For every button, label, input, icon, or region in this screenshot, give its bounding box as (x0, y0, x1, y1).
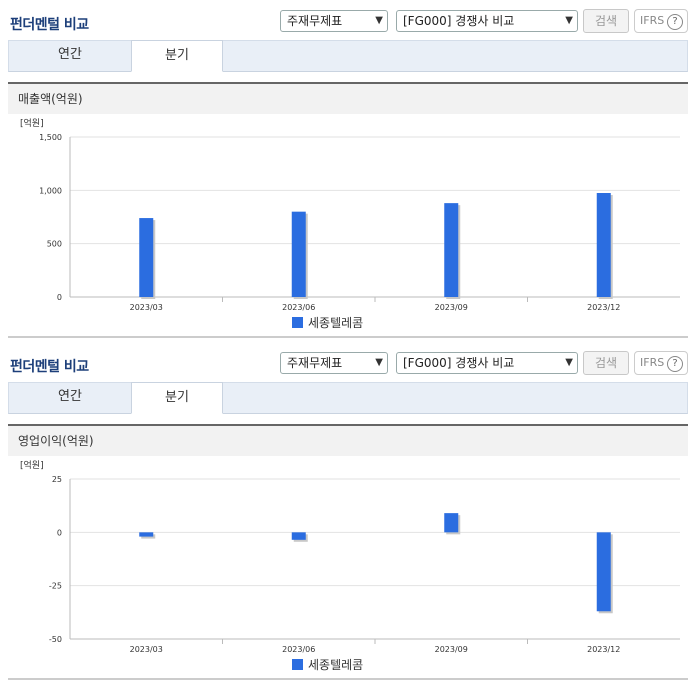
period-tabs: 연간 분기 (8, 40, 688, 72)
y-tick-label: -25 (49, 582, 62, 591)
bar (596, 193, 611, 297)
panel-header: 펀더멘털 비교 주재무제표 ▼ [FG000] 경쟁사 비교 ▼ 검색 IFRS… (0, 0, 696, 36)
statement-select-value: 주재무제표 (287, 14, 343, 28)
panel-divider (8, 336, 688, 338)
y-tick-label: -50 (49, 635, 62, 644)
bar (291, 211, 306, 297)
y-tick-label: 500 (47, 240, 62, 249)
bar (291, 532, 306, 540)
chevron-down-icon: ▼ (565, 15, 573, 26)
x-tick-label: 2023/06 (282, 303, 315, 312)
ifrs-button[interactable]: IFRS ? (634, 9, 688, 33)
period-tabs: 연간 분기 (8, 382, 688, 414)
statement-select[interactable]: 주재무제표 ▼ (280, 10, 388, 32)
panel-header: 펀더멘털 비교 주재무제표 ▼ [FG000] 경쟁사 비교 ▼ 검색 IFRS… (0, 342, 696, 378)
tab-annual[interactable]: 연간 (58, 389, 82, 404)
search-button[interactable]: 검색 (583, 9, 629, 33)
ifrs-label: IFRS (640, 356, 665, 369)
ifrs-button[interactable]: IFRS ? (634, 351, 688, 375)
statement-select[interactable]: 주재무제표 ▼ (280, 352, 388, 374)
tab-annual[interactable]: 연간 (58, 47, 82, 62)
y-tick-label: 1,000 (39, 186, 62, 195)
x-tick-label: 2023/09 (435, 645, 468, 654)
x-tick-label: 2023/03 (130, 645, 163, 654)
fundamental-panel-2: 펀더멘털 비교 주재무제표 ▼ [FG000] 경쟁사 비교 ▼ 검색 IFRS… (0, 342, 696, 456)
chevron-down-icon: ▼ (565, 357, 573, 368)
section-label: 영업이익(억원) (8, 424, 688, 456)
bar (444, 513, 459, 533)
operating-profit-chart: [억원] 25 0 -25 -50 2023/03 2023/06 2023/09 2023/1… (20, 459, 680, 654)
chevron-down-icon: ▼ (375, 357, 383, 368)
y-tick-label: 25 (52, 475, 62, 484)
legend-label: 세종텔레콤 (308, 658, 364, 672)
x-tick-label: 2023/03 (130, 303, 163, 312)
chevron-down-icon: ▼ (375, 15, 383, 26)
unit-label: [억원] (20, 459, 44, 471)
search-button[interactable]: 검색 (583, 351, 629, 375)
revenue-chart: [억원] 1,500 1,000 500 0 2023/03 2023/06 2023/09 2… (20, 117, 680, 312)
compare-select-value: [FG000] 경쟁사 비교 (403, 14, 515, 28)
bar (596, 532, 611, 612)
tab-quarterly[interactable]: 분기 (131, 40, 223, 72)
bar (444, 203, 459, 297)
y-tick-label: 0 (57, 528, 62, 537)
section-label: 매출액(억원) (8, 82, 688, 114)
x-tick-label: 2023/12 (587, 303, 620, 312)
compare-select-value: [FG000] 경쟁사 비교 (403, 356, 515, 370)
legend-label: 세종텔레콤 (308, 316, 364, 330)
legend-swatch (292, 317, 303, 328)
unit-label: [억원] (20, 117, 44, 129)
y-tick-label: 1,500 (39, 133, 62, 142)
x-tick-label: 2023/12 (587, 645, 620, 654)
compare-select[interactable]: [FG000] 경쟁사 비교 ▼ (396, 352, 578, 374)
statement-select-value: 주재무제표 (287, 356, 343, 370)
help-icon: ? (667, 356, 683, 372)
panel-divider (8, 678, 688, 680)
x-tick-label: 2023/09 (435, 303, 468, 312)
compare-select[interactable]: [FG000] 경쟁사 비교 ▼ (396, 10, 578, 32)
chart-legend: 세종텔레콤 (292, 656, 363, 673)
legend-swatch (292, 659, 303, 670)
help-icon: ? (667, 14, 683, 30)
bar (139, 532, 154, 537)
x-tick-label: 2023/06 (282, 645, 315, 654)
panel-title: 펀더멘털 비교 (10, 359, 89, 375)
chart-legend: 세종텔레콤 (292, 314, 363, 331)
panel-title: 펀더멘털 비교 (10, 17, 89, 33)
ifrs-label: IFRS (640, 14, 665, 27)
bar (139, 218, 154, 297)
tab-quarterly[interactable]: 분기 (131, 382, 223, 414)
fundamental-panel-1: 펀더멘털 비교 주재무제표 ▼ [FG000] 경쟁사 비교 ▼ 검색 IFRS… (0, 0, 696, 114)
y-tick-label: 0 (57, 293, 62, 302)
